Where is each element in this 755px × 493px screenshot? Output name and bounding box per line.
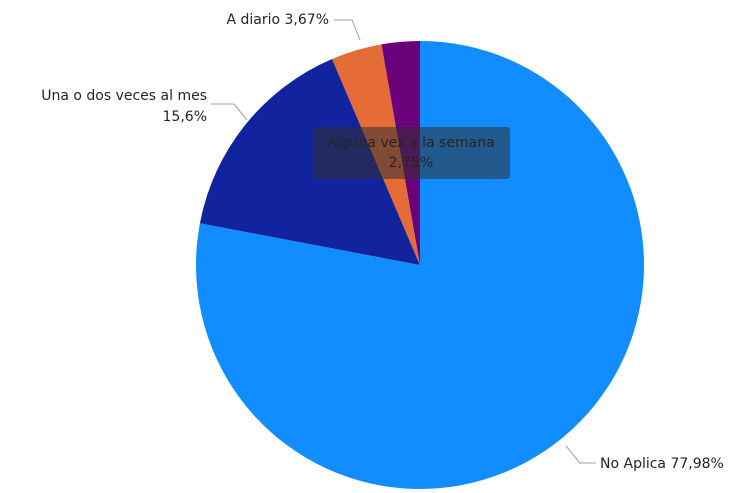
pie [196,41,645,489]
label-value: 77,98% [670,456,723,472]
data-label: Una o dos veces al mes [41,88,207,104]
tooltip-label: Alguna vez a la semana [327,135,494,151]
data-label: No Aplica 77,98% [600,456,724,472]
pie-slice [199,58,420,265]
pie-slice [196,41,645,489]
tooltip-value: 2,75% [389,155,433,171]
label-value: 3,67% [285,12,329,28]
label-name: No Aplica [600,456,666,472]
leader-line [334,19,361,41]
tooltip [313,127,510,179]
leader-line [565,445,596,464]
leader-line [211,103,248,121]
data-label: A diario 3,67% [226,12,329,28]
label-name: A diario [226,12,280,28]
data-label: 15,6% [163,109,207,125]
